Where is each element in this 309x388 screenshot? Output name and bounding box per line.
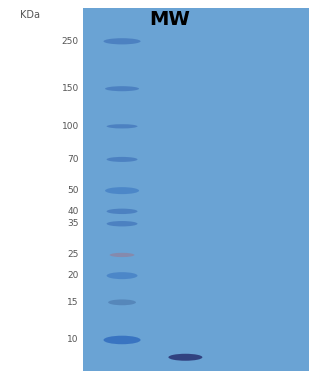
Text: 40: 40 <box>67 207 79 216</box>
Ellipse shape <box>107 209 138 214</box>
Text: KDa: KDa <box>20 10 40 20</box>
Ellipse shape <box>110 253 134 257</box>
Text: 20: 20 <box>67 271 79 280</box>
Ellipse shape <box>107 272 138 279</box>
Text: 150: 150 <box>61 84 79 93</box>
Text: 35: 35 <box>67 219 79 228</box>
Text: 10: 10 <box>67 336 79 345</box>
Ellipse shape <box>108 300 136 305</box>
Ellipse shape <box>107 124 138 128</box>
Bar <box>83 8 309 371</box>
Text: 15: 15 <box>67 298 79 307</box>
Ellipse shape <box>168 354 202 361</box>
Ellipse shape <box>104 336 141 344</box>
Text: 250: 250 <box>62 37 79 46</box>
Ellipse shape <box>104 38 141 44</box>
Text: 100: 100 <box>61 122 79 131</box>
Ellipse shape <box>105 86 139 91</box>
Ellipse shape <box>105 187 139 194</box>
Text: 70: 70 <box>67 155 79 164</box>
Ellipse shape <box>107 221 138 227</box>
Text: 50: 50 <box>67 186 79 195</box>
Text: MW: MW <box>150 10 190 29</box>
Text: 25: 25 <box>67 250 79 260</box>
Ellipse shape <box>107 157 138 162</box>
